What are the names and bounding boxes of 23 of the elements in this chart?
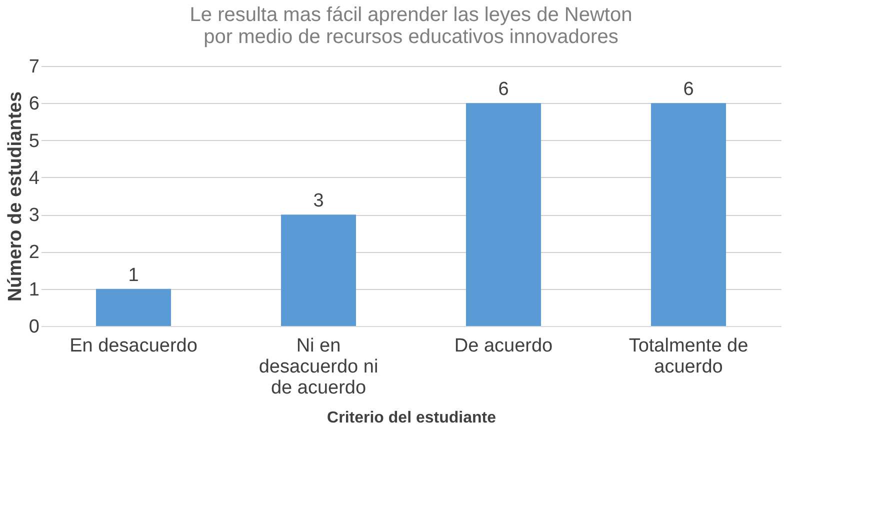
x-tick-label: Totalmente de acuerdo [628, 336, 748, 378]
y-tick-label: 5 [28, 130, 40, 152]
chart-title: Le resulta mas fácil aprender las leyes de Newton por medio de recursos educativos innovadores [190, 4, 632, 48]
y-tick-label: 0 [28, 316, 40, 338]
bar [651, 103, 726, 326]
x-tick-label: En desacuerdo [70, 336, 198, 356]
y-tick-label: 1 [28, 279, 40, 300]
y-tick-label: 4 [28, 168, 40, 189]
data-label: 3 [313, 190, 324, 212]
x-tick-label: Ni en desacuerdo ni de acuerdo [258, 336, 378, 398]
data-label: 1 [128, 264, 139, 286]
bar [466, 103, 541, 326]
y-axis-title: Número de estudiantes [4, 91, 26, 302]
y-tick-label: 3 [28, 205, 40, 226]
data-label: 6 [498, 79, 509, 100]
x-axis-title: Criterio del estudiante [327, 410, 496, 426]
x-tick-label: De acuerdo [454, 336, 553, 356]
y-tick-label: 6 [28, 94, 40, 115]
bar [96, 288, 171, 326]
data-label: 6 [683, 79, 694, 100]
y-tick-label: 2 [28, 242, 40, 264]
y-tick-label: 7 [28, 56, 40, 78]
bar [281, 214, 356, 326]
